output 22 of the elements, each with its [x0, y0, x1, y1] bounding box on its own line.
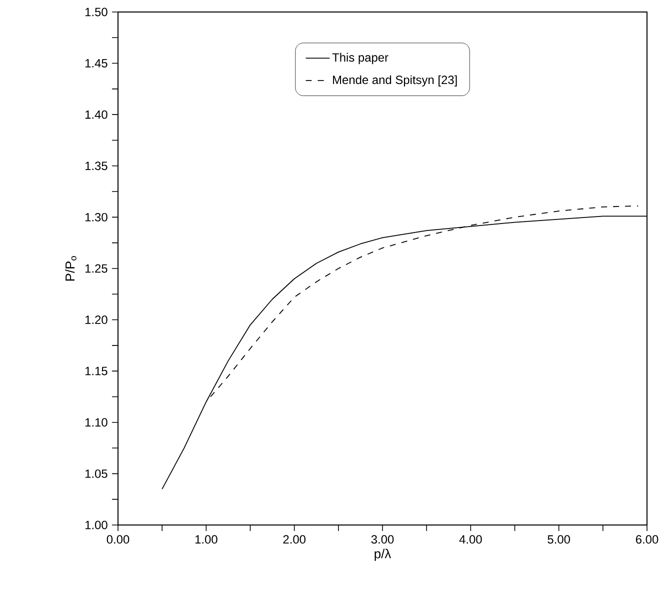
x-axis-title: p/λ — [374, 548, 392, 561]
legend-label: This paper — [332, 52, 388, 64]
y-tick-label: 1.25 — [85, 264, 108, 273]
y-tick-label: 1.45 — [85, 59, 108, 68]
x-tick-label: 3.00 — [371, 535, 394, 544]
y-tick-label: 1.35 — [85, 162, 108, 170]
x-tick-label: 2.00 — [283, 535, 306, 544]
y-tick-label: 1.15 — [85, 366, 108, 376]
x-tick-label: 6.00 — [636, 535, 658, 544]
y-tick-label: 1.40 — [85, 110, 108, 119]
x-tick-label: 5.00 — [548, 535, 570, 544]
y-tick-label: 1.50 — [85, 8, 108, 16]
y-tick-label: 1.00 — [85, 520, 108, 530]
x-tick-label: 1.00 — [195, 535, 218, 544]
legend-label: Mende and Spitsyn [23] — [333, 75, 457, 86]
y-tick-label: 1.30 — [85, 212, 108, 222]
x-tick-label: 0.00 — [106, 535, 130, 544]
y-tick-label: 1.20 — [85, 316, 108, 324]
y-tick-label: 1.05 — [85, 469, 108, 478]
y-tick-label: 1.10 — [85, 418, 108, 427]
x-tick-label: 4.00 — [459, 535, 482, 544]
y-axis-title: P/P$_{o}$ — [65, 256, 76, 281]
